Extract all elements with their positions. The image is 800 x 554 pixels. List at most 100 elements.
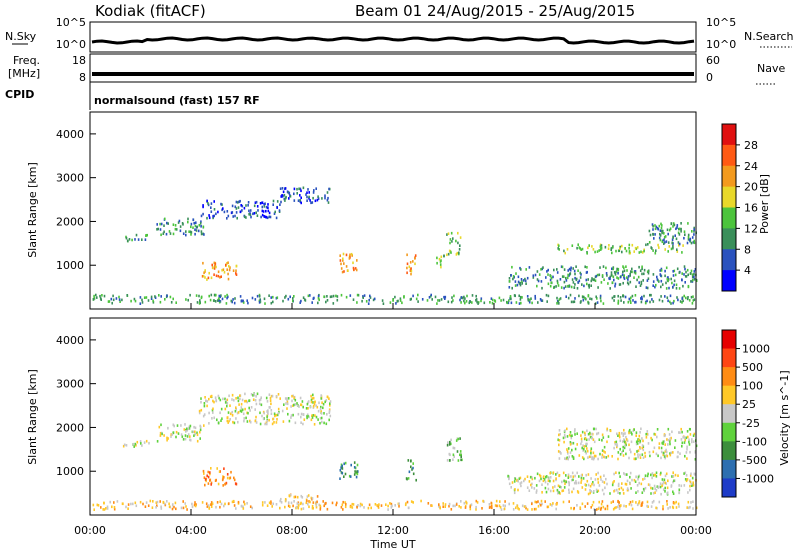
beam-date-title: Beam 01 24/Aug/2015 - 25/Aug/2015 — [355, 2, 635, 20]
echo-region — [92, 499, 698, 511]
echo-region — [122, 439, 150, 448]
echo-region — [647, 222, 697, 246]
cpid-label: CPID — [5, 88, 34, 101]
colorbar-tick-label: 28 — [744, 139, 758, 152]
y-tick-label: 4000 — [56, 128, 84, 141]
y-tick-label: 3000 — [56, 378, 84, 391]
noise-left-tick-bottom: 10^0 — [56, 38, 86, 51]
power-echoes — [92, 186, 698, 305]
colorbar-tick-label: 4 — [744, 264, 751, 277]
velocity-y-axis: 1000 2000 3000 4000 — [56, 334, 96, 478]
noise-trace — [91, 36, 695, 45]
power-colorbar: 4 8 12 16 20 24 28 — [721, 123, 758, 292]
colorbar-segment — [722, 422, 736, 442]
colorbar-tick-label: 25 — [742, 398, 756, 411]
y-tick-label: 4000 — [56, 334, 84, 347]
y-tick-label: 1000 — [56, 259, 84, 272]
colorbar-frame — [721, 329, 737, 498]
echo-region — [339, 252, 358, 274]
x-tick-label: 12:00 — [377, 524, 409, 537]
noise-panel-frame — [89, 21, 697, 53]
echo-region — [508, 265, 698, 290]
colorbar-tick-label: -100 — [742, 435, 767, 448]
echo-region — [156, 217, 205, 237]
echo-region — [557, 243, 684, 255]
echo-region — [557, 427, 698, 461]
colorbar-segment — [722, 124, 736, 146]
colorbar-segment — [722, 330, 736, 350]
velocity-colorbar-label: Velocity [m s^-1] — [778, 370, 791, 465]
nave-label: Nave — [757, 62, 785, 75]
x-tick-label: 08:00 — [276, 524, 308, 537]
cpid-text: normalsound (fast) 157 RF — [94, 94, 260, 107]
colorbar-segment — [722, 441, 736, 461]
echo-region — [279, 493, 319, 505]
nsearch-label: N.Search — [744, 30, 794, 43]
y-tick-label: 3000 — [56, 172, 84, 185]
velocity-echoes — [92, 392, 698, 511]
power-y-axis: 1000 2000 3000 4000 — [56, 128, 96, 272]
freq-label: Freq. — [13, 54, 40, 67]
echo-region — [200, 199, 281, 220]
power-panel-frame — [89, 111, 697, 310]
echo-region — [279, 186, 331, 205]
power-y-axis-label: Slant Range [km] — [26, 162, 39, 258]
colorbar-segment — [722, 207, 736, 229]
freq-unit-label: [MHz] — [8, 67, 40, 80]
y-tick-label: 2000 — [56, 421, 84, 434]
nsky-label: N.Sky — [5, 30, 37, 43]
echo-region — [507, 471, 697, 496]
colorbar-tick-label: 12 — [744, 222, 758, 235]
x-tick-label: 00:00 — [74, 524, 106, 537]
colorbar-segment — [722, 186, 736, 208]
colorbar-segment — [722, 165, 736, 188]
y-tick-label: 2000 — [56, 215, 84, 228]
x-tick-label: 20:00 — [579, 524, 611, 537]
echo-region — [125, 233, 148, 243]
colorbar-segment — [722, 459, 736, 479]
echo-region — [405, 459, 417, 482]
echo-region — [436, 254, 445, 269]
colorbar-tick-label: 8 — [744, 243, 751, 256]
colorbar-segment — [722, 385, 736, 405]
colorbar-tick-label: 20 — [744, 181, 758, 194]
x-tick-label: 16:00 — [478, 524, 510, 537]
x-tick-label: 04:00 — [175, 524, 207, 537]
velocity-colorbar: 1000 500 100 25 -25 -100 -500 -1000 — [721, 329, 774, 498]
freq-panel-frame — [89, 53, 697, 83]
noise-right-tick-bottom: 10^0 — [706, 38, 736, 51]
colorbar-segment — [722, 144, 736, 167]
x-tick-label: 00:00 — [680, 524, 712, 537]
echo-region — [446, 231, 462, 257]
colorbar-tick-label: 24 — [744, 160, 758, 173]
freq-tick-bottom: 8 — [79, 71, 86, 84]
nave-tick-bottom: 0 — [706, 71, 713, 84]
colorbar-segment — [722, 367, 736, 387]
colorbar-tick-label: 100 — [742, 380, 763, 393]
colorbar-segment — [722, 228, 736, 250]
freq-trace — [92, 72, 694, 76]
noise-right-tick-top: 10^5 — [706, 16, 736, 29]
y-tick-label: 1000 — [56, 465, 84, 478]
colorbar-segment — [722, 348, 736, 368]
echo-region — [156, 423, 205, 443]
colorbar-segment — [722, 404, 736, 424]
time-axis: 00:00 04:00 08:00 12:00 16:00 20:00 00:00 — [74, 303, 712, 537]
x-axis-label: Time UT — [369, 538, 415, 551]
echo-region — [202, 467, 238, 487]
echo-region — [92, 293, 696, 305]
colorbar-tick-label: -500 — [742, 454, 767, 467]
colorbar-segment — [722, 478, 736, 498]
noise-left-tick-top: 10^5 — [56, 16, 86, 29]
colorbar-tick-label: 1000 — [742, 343, 770, 356]
colorbar-segment — [722, 249, 736, 271]
station-title: Kodiak (fitACF) — [95, 2, 206, 20]
echo-region — [406, 253, 417, 276]
colorbar-tick-label: 16 — [744, 202, 758, 215]
power-colorbar-label: Power [dB] — [758, 174, 771, 234]
colorbar-tick-label: -25 — [742, 417, 760, 430]
echo-region — [339, 461, 359, 480]
velocity-y-axis-label: Slant Range [km] — [26, 369, 39, 465]
echo-region — [201, 261, 238, 281]
